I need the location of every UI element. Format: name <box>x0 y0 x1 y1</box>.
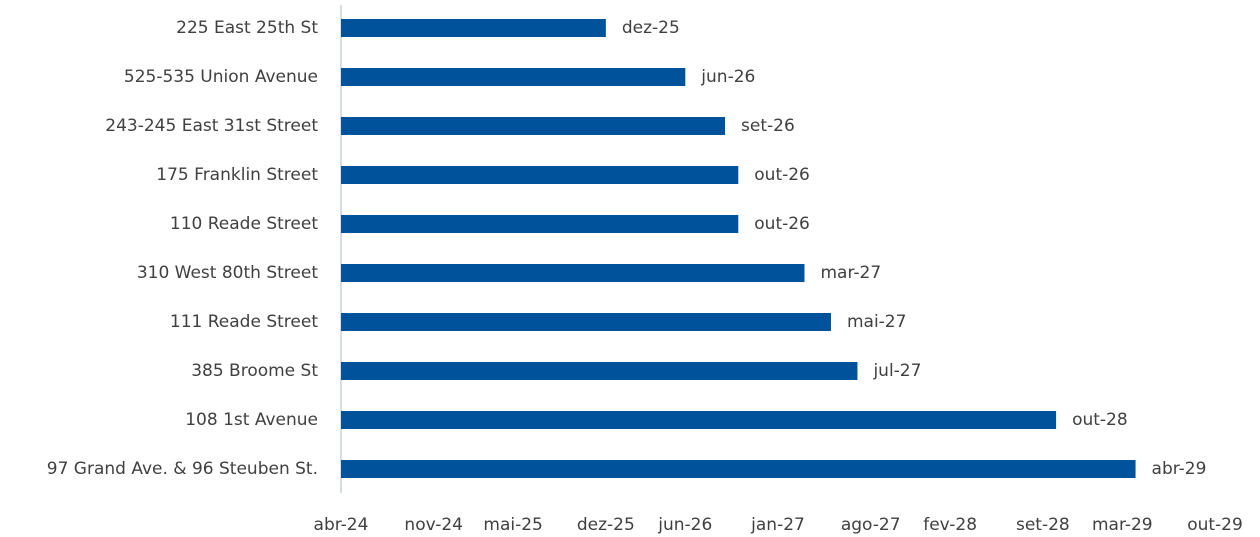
y-tick-label: 243-245 East 31st Street <box>105 116 318 136</box>
value-label: out-26 <box>754 165 810 185</box>
bar <box>341 411 1057 429</box>
bar <box>341 68 686 86</box>
x-tick-label: jun-26 <box>657 515 712 535</box>
y-tick-label: 525-535 Union Avenue <box>124 67 318 87</box>
x-tick-label: out-29 <box>1187 515 1243 535</box>
x-tick-label: mar-29 <box>1092 515 1153 535</box>
y-tick-label: 385 Broome St <box>191 361 318 381</box>
value-label: out-26 <box>754 214 810 234</box>
x-tick-label: dez-25 <box>577 515 635 535</box>
bar <box>341 166 739 184</box>
y-tick-label: 175 Franklin Street <box>156 165 318 185</box>
y-tick-label: 97 Grand Ave. & 96 Steuben St. <box>47 459 318 479</box>
y-tick-label: 310 West 80th Street <box>137 263 319 283</box>
y-tick-label: 225 East 25th St <box>176 18 318 38</box>
bar <box>341 362 858 380</box>
y-tick-label: 110 Reade Street <box>170 214 318 234</box>
bar <box>341 313 831 331</box>
value-label: mai-27 <box>847 312 906 332</box>
value-label: dez-25 <box>622 18 680 38</box>
bar <box>341 215 739 233</box>
bar <box>341 264 805 282</box>
x-tick-label: mai-25 <box>483 515 542 535</box>
y-tick-label: 111 Reade Street <box>170 312 318 332</box>
y-tick-label: 108 1st Avenue <box>185 410 318 430</box>
bar <box>341 19 606 37</box>
value-label: set-26 <box>741 116 795 136</box>
value-label: jun-26 <box>700 67 755 87</box>
bar <box>341 117 726 135</box>
x-tick-label: abr-24 <box>314 515 369 535</box>
x-tick-label: jan-27 <box>750 515 805 535</box>
value-label: mar-27 <box>820 263 881 283</box>
value-label: jul-27 <box>872 361 921 381</box>
x-tick-label: ago-27 <box>841 515 901 535</box>
x-tick-label: nov-24 <box>404 515 463 535</box>
value-label: out-28 <box>1072 410 1128 430</box>
bar <box>341 460 1136 478</box>
x-tick-label: fev-28 <box>923 515 977 535</box>
value-label: abr-29 <box>1152 459 1207 479</box>
x-tick-label: set-28 <box>1016 515 1070 535</box>
